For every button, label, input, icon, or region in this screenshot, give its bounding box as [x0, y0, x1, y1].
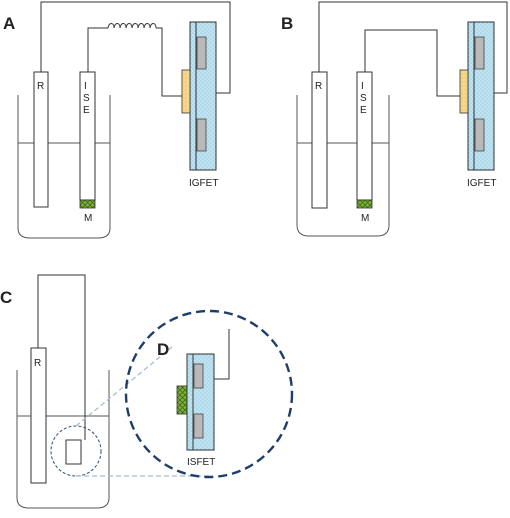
panel-b-beaker: [296, 95, 390, 237]
panel-b-ise-electrode: [356, 71, 373, 201]
panel-d-isfet-label: ISFET: [187, 457, 215, 468]
panel-c-label: C: [0, 288, 12, 307]
panel-d-label: D: [157, 340, 169, 359]
panel-b-igfet-drain: [474, 118, 485, 152]
panel-a-gate-wire: [156, 27, 182, 97]
panel-c-beaker: [16, 370, 110, 509]
panel-a-beaker: [17, 95, 111, 239]
panel-a-reference-wire: [40, 1, 231, 94]
panel-d-isfet-source: [193, 363, 204, 389]
panel-a-reference-label: R: [37, 81, 44, 92]
panel-b-label: B: [281, 14, 293, 33]
panel-a-label: A: [3, 14, 15, 33]
panel-a-igfet-source: [196, 36, 207, 70]
panel-b-reference-wire: [318, 1, 508, 94]
panel-a-membrane: [79, 199, 96, 209]
panel-b-reference-label: R: [315, 81, 322, 92]
panel-a-gate-contact: [181, 69, 191, 114]
panel-b-igfet-source: [474, 36, 485, 70]
panel-b-igfet-label: IGFET: [467, 178, 496, 189]
panel-a-membrane-label: M: [84, 213, 92, 224]
panel-a-ise-letter-e: E: [83, 105, 90, 116]
panel-d-isfet-drain: [193, 413, 204, 439]
panel-b: B R I S E M IGFET: [281, 1, 508, 237]
panel-a: A R I S E M IGFET: [3, 1, 231, 239]
panel-d-zoom-circle: [124, 309, 294, 479]
panel-c: C R: [0, 274, 210, 509]
panel-a-ise-electrode: [79, 71, 96, 201]
panel-a-resistor-coil: [107, 23, 157, 29]
panel-b-membrane: [356, 199, 373, 209]
panel-a-reference-electrode: [33, 71, 49, 208]
panel-b-ise-wire: [364, 29, 460, 97]
panel-d-membrane: [176, 385, 188, 415]
panel-b-ise-letter-s: S: [360, 93, 367, 104]
panel-a-ise-letter-i: I: [84, 81, 87, 92]
panel-c-isfet-small: [65, 439, 82, 465]
panel-b-membrane-label: M: [361, 213, 369, 224]
panel-a-igfet-label: IGFET: [189, 178, 218, 189]
panel-c-wire: [37, 274, 86, 440]
panel-b-ise-letter-i: I: [361, 81, 364, 92]
panel-b-gate-contact: [459, 69, 469, 114]
panel-c-reference-label: R: [34, 358, 41, 369]
panel-a-igfet-drain: [196, 118, 207, 152]
zoom-line-top: [75, 346, 173, 427]
panel-a-ise-letter-s: S: [83, 93, 90, 104]
panel-d-wire: [214, 329, 230, 380]
panel-b-ise-letter-e: E: [360, 105, 367, 116]
panel-d: D ISFET: [124, 309, 294, 479]
panel-b-reference-electrode: [311, 71, 328, 209]
panel-a-ise-wire: [87, 27, 108, 72]
